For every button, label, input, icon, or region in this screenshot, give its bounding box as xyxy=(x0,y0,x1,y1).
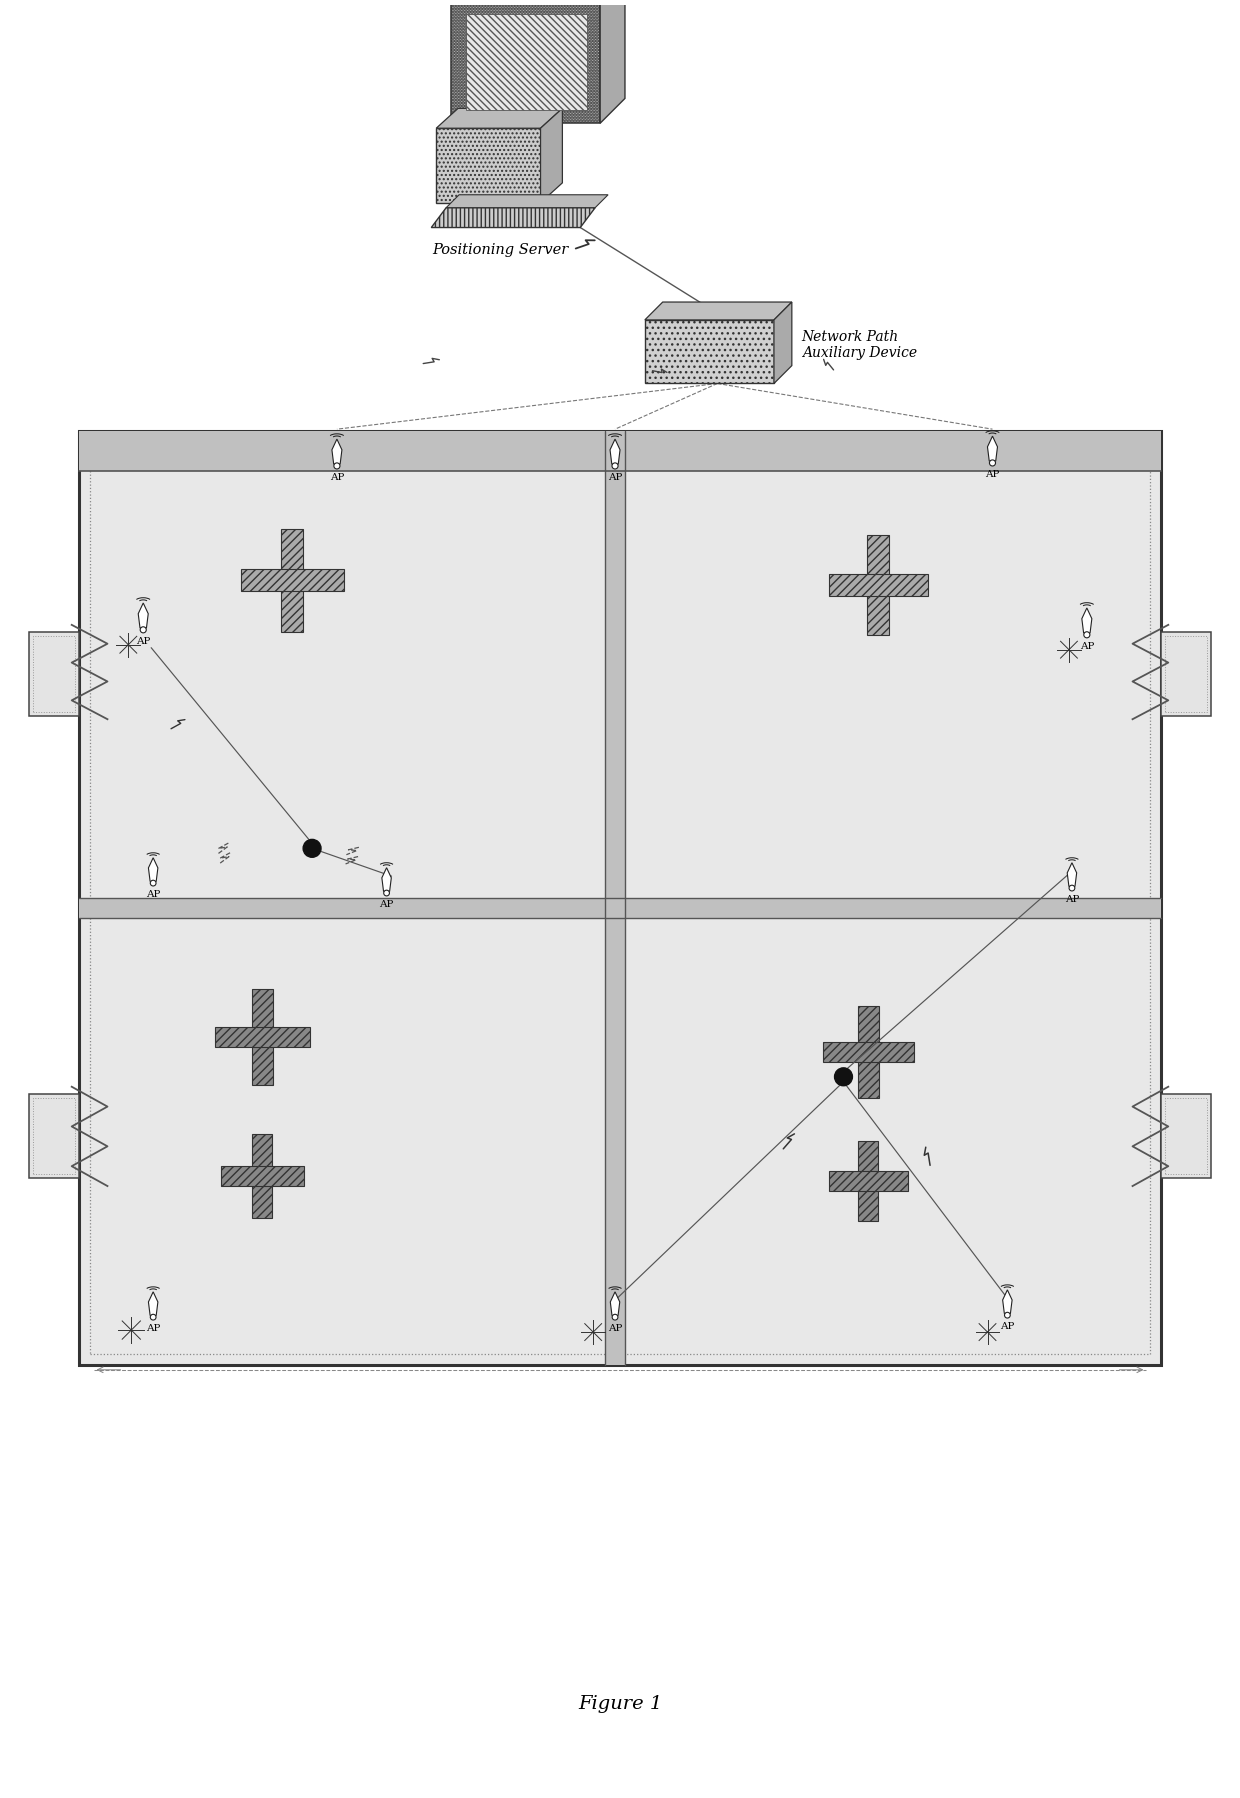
Circle shape xyxy=(303,840,321,858)
Polygon shape xyxy=(600,0,625,124)
Polygon shape xyxy=(382,868,392,892)
Text: AP: AP xyxy=(330,473,345,482)
Bar xyxy=(252,991,273,1086)
Polygon shape xyxy=(1081,610,1092,633)
Polygon shape xyxy=(332,441,342,466)
Text: AP: AP xyxy=(1065,894,1079,903)
Text: AP: AP xyxy=(608,473,622,482)
Polygon shape xyxy=(149,1293,157,1316)
Bar xyxy=(1162,1093,1211,1178)
Bar xyxy=(822,1043,914,1063)
Bar xyxy=(89,442,1151,1354)
Text: AP: AP xyxy=(146,890,160,899)
Circle shape xyxy=(150,1314,156,1320)
Bar xyxy=(29,633,78,717)
Circle shape xyxy=(150,881,156,886)
Text: AP: AP xyxy=(986,469,999,478)
Bar xyxy=(858,1142,878,1221)
Bar xyxy=(215,1027,310,1048)
Bar xyxy=(1166,636,1207,712)
Bar xyxy=(221,1167,304,1187)
Polygon shape xyxy=(451,0,600,124)
Text: AP: AP xyxy=(146,1323,160,1332)
Circle shape xyxy=(1084,633,1090,638)
Circle shape xyxy=(1004,1313,1011,1318)
Polygon shape xyxy=(138,604,149,629)
Bar xyxy=(241,570,343,592)
Text: Positioning Server: Positioning Server xyxy=(433,243,569,257)
Polygon shape xyxy=(1003,1291,1012,1314)
Bar xyxy=(253,1135,273,1219)
Circle shape xyxy=(1069,886,1075,892)
Bar xyxy=(78,432,1162,1365)
Circle shape xyxy=(835,1068,852,1086)
Bar xyxy=(1162,633,1211,717)
Bar xyxy=(33,1099,74,1174)
Polygon shape xyxy=(610,441,620,466)
Polygon shape xyxy=(432,209,595,228)
Bar xyxy=(605,432,625,1365)
Polygon shape xyxy=(466,14,588,111)
Polygon shape xyxy=(987,437,997,462)
Text: AP: AP xyxy=(1001,1322,1014,1331)
Circle shape xyxy=(613,1314,618,1320)
Bar xyxy=(78,432,1162,471)
Circle shape xyxy=(990,460,996,467)
Bar xyxy=(867,536,889,635)
Text: AP: AP xyxy=(608,1323,622,1332)
Polygon shape xyxy=(645,320,774,385)
Polygon shape xyxy=(1068,863,1076,886)
Polygon shape xyxy=(436,110,563,129)
Text: Network Path
Auxiliary Device: Network Path Auxiliary Device xyxy=(802,329,916,360)
Polygon shape xyxy=(774,302,792,385)
Polygon shape xyxy=(541,110,563,203)
Bar xyxy=(33,636,74,712)
Bar xyxy=(1166,1099,1207,1174)
Bar xyxy=(78,899,1162,919)
Text: AP: AP xyxy=(1080,642,1094,651)
Circle shape xyxy=(140,628,146,633)
Bar xyxy=(281,529,303,633)
Polygon shape xyxy=(436,129,541,203)
Text: AP: AP xyxy=(379,899,394,908)
Bar xyxy=(858,1007,879,1099)
Circle shape xyxy=(334,464,340,469)
Bar xyxy=(828,575,928,597)
Circle shape xyxy=(383,890,389,897)
Polygon shape xyxy=(610,1293,620,1316)
Bar xyxy=(828,1172,908,1192)
Polygon shape xyxy=(645,302,792,320)
Text: AP: AP xyxy=(136,636,150,645)
Polygon shape xyxy=(446,196,608,209)
Text: Figure 1: Figure 1 xyxy=(578,1694,662,1712)
Circle shape xyxy=(613,464,618,469)
Polygon shape xyxy=(149,858,157,883)
Bar xyxy=(29,1093,78,1178)
